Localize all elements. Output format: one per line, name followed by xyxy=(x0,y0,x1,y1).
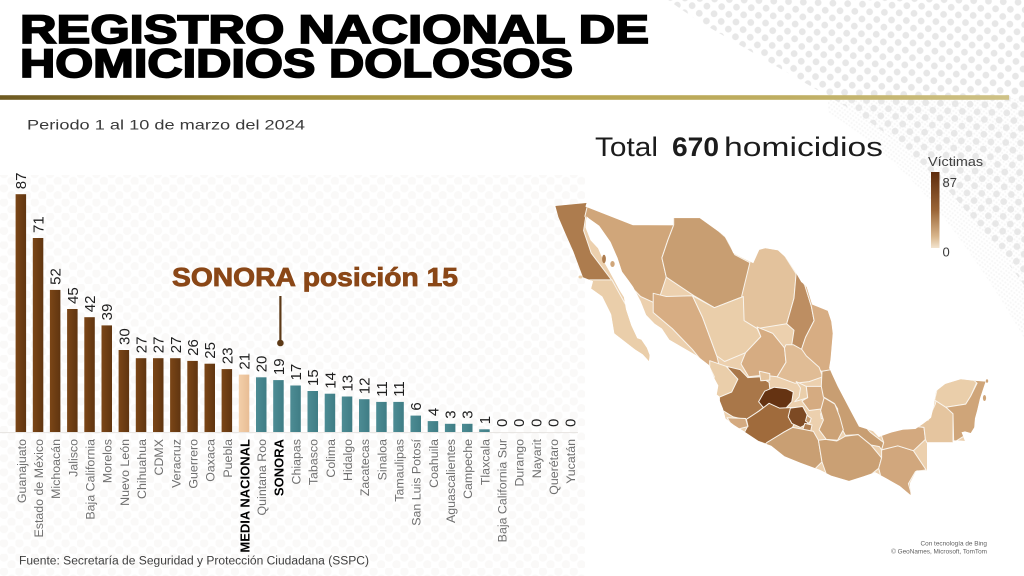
svg-text:13: 13 xyxy=(340,375,357,392)
svg-text:Yucatán: Yucatán xyxy=(564,439,578,484)
svg-text:0: 0 xyxy=(563,419,580,427)
svg-text:Quintana Roo: Quintana Roo xyxy=(255,439,269,516)
svg-text:87: 87 xyxy=(943,175,957,190)
svg-text:Durango: Durango xyxy=(513,439,527,487)
svg-text:HOMICIDIOS DOLOSOS: HOMICIDIOS DOLOSOS xyxy=(20,42,573,86)
svg-text:25: 25 xyxy=(202,342,219,359)
svg-text:27: 27 xyxy=(151,337,168,354)
svg-text:11: 11 xyxy=(374,381,391,397)
svg-text:45: 45 xyxy=(65,287,82,304)
svg-text:23: 23 xyxy=(219,347,236,364)
svg-text:Tabasco: Tabasco xyxy=(307,439,321,485)
svg-text:Sinaloa: Sinaloa xyxy=(375,439,389,480)
svg-text:Total: Total xyxy=(595,132,658,162)
svg-text:Zacatecas: Zacatecas xyxy=(358,439,372,496)
svg-text:Nayarit: Nayarit xyxy=(530,438,544,478)
svg-text:0: 0 xyxy=(546,419,563,427)
svg-text:87: 87 xyxy=(13,173,30,190)
svg-text:0: 0 xyxy=(494,419,511,427)
svg-text:0: 0 xyxy=(528,419,545,427)
svg-text:MEDIA NACIONAL: MEDIA NACIONAL xyxy=(237,439,252,553)
svg-text:27: 27 xyxy=(133,337,150,354)
svg-text:3: 3 xyxy=(443,410,460,418)
svg-text:Veracruz: Veracruz xyxy=(169,439,183,488)
svg-text:0: 0 xyxy=(511,419,528,427)
svg-text:3: 3 xyxy=(460,410,477,418)
svg-text:Baja California Sur: Baja California Sur xyxy=(496,439,510,542)
svg-text:Jalisco: Jalisco xyxy=(66,439,80,477)
svg-text:11: 11 xyxy=(391,381,408,397)
svg-text:4: 4 xyxy=(425,408,442,416)
svg-text:SONORA: SONORA xyxy=(272,438,287,496)
svg-text:42: 42 xyxy=(82,296,99,313)
svg-text:REGISTRO NACIONAL DE: REGISTRO NACIONAL DE xyxy=(20,8,649,52)
svg-text:52: 52 xyxy=(48,268,65,285)
svg-text:Coahuila: Coahuila xyxy=(427,439,441,488)
svg-text:0: 0 xyxy=(943,245,950,260)
svg-text:21: 21 xyxy=(237,353,254,370)
svg-text:Puebla: Puebla xyxy=(221,439,235,478)
svg-text:39: 39 xyxy=(99,304,116,321)
svg-text:26: 26 xyxy=(185,339,202,356)
svg-text:Michoacán: Michoacán xyxy=(49,439,63,499)
svg-text:Estado de México: Estado de México xyxy=(32,439,46,538)
svg-text:Baja California: Baja California xyxy=(83,439,97,520)
svg-text:17: 17 xyxy=(288,364,305,381)
svg-text:20: 20 xyxy=(254,356,271,373)
svg-text:Colima: Colima xyxy=(324,439,338,478)
svg-text:Periodo 1 al 10 de marzo del 2: Periodo 1 al 10 de marzo del 2024 xyxy=(27,117,305,133)
svg-text:Querétaro: Querétaro xyxy=(547,439,561,495)
svg-text:homicidios: homicidios xyxy=(724,132,883,162)
svg-text:Campeche: Campeche xyxy=(461,439,475,499)
svg-text:San Luis Potosí: San Luis Potosí xyxy=(410,438,424,525)
svg-text:14: 14 xyxy=(322,372,339,389)
svg-text:Fuente: Secretaría de Segurida: Fuente: Secretaría de Seguridad y Protec… xyxy=(19,556,369,568)
svg-text:12: 12 xyxy=(357,378,374,395)
svg-text:Hidalgo: Hidalgo xyxy=(341,439,355,481)
svg-text:1: 1 xyxy=(477,416,494,424)
svg-text:Guerrero: Guerrero xyxy=(187,439,201,489)
svg-text:Tlaxcala: Tlaxcala xyxy=(478,439,492,485)
svg-text:Nuevo León: Nuevo León xyxy=(118,439,132,506)
svg-text:Tamaulipas: Tamaulipas xyxy=(393,439,407,502)
svg-text:71: 71 xyxy=(30,216,47,233)
svg-text:19: 19 xyxy=(271,358,288,375)
svg-text:CDMX: CDMX xyxy=(152,439,166,475)
svg-text:Guanajuato: Guanajuato xyxy=(15,439,29,503)
svg-text:© GeoNames, Microsoft, TomTom: © GeoNames, Microsoft, TomTom xyxy=(891,548,987,556)
svg-text:30: 30 xyxy=(116,328,133,345)
svg-text:Oaxaca: Oaxaca xyxy=(204,439,218,482)
svg-text:670: 670 xyxy=(672,132,719,162)
svg-text:6: 6 xyxy=(408,402,425,410)
svg-text:Víctimas: Víctimas xyxy=(928,155,983,169)
svg-text:Aguascalientes: Aguascalientes xyxy=(444,439,458,523)
svg-text:Con tecnología de Bing: Con tecnología de Bing xyxy=(921,541,988,548)
svg-text:15: 15 xyxy=(305,369,322,386)
svg-text:Chiapas: Chiapas xyxy=(290,439,304,484)
svg-text:Morelos: Morelos xyxy=(101,439,115,483)
svg-text:27: 27 xyxy=(168,337,185,354)
svg-text:Chihuahua: Chihuahua xyxy=(135,439,149,499)
svg-text:SONORA posición 15: SONORA posición 15 xyxy=(172,262,458,292)
